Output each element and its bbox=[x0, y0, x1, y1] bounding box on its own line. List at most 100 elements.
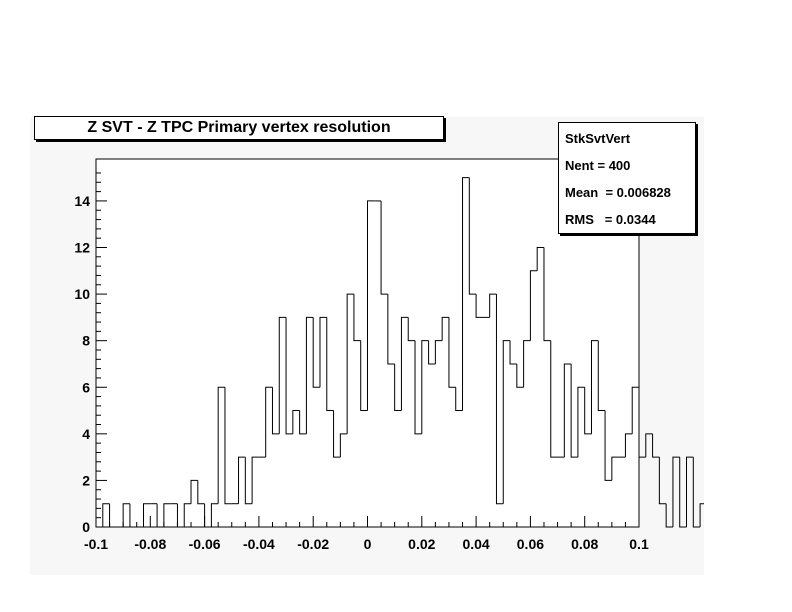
histogram-bin bbox=[394, 363, 402, 412]
histogram-bin bbox=[244, 457, 253, 505]
x-tick-label: 0.1 bbox=[629, 536, 649, 552]
histogram-bin bbox=[319, 316, 327, 388]
histogram-bin bbox=[102, 503, 110, 527]
stats-rms: RMS = 0.0344 bbox=[565, 212, 656, 227]
histogram-bin bbox=[428, 340, 436, 365]
histogram-bin bbox=[516, 363, 524, 388]
y-tick-label: 12 bbox=[74, 240, 90, 256]
y-tick-label: 4 bbox=[82, 426, 90, 442]
histogram-bin bbox=[210, 503, 219, 527]
histogram-bin bbox=[631, 386, 639, 434]
histogram-bin bbox=[536, 247, 544, 271]
x-tick-label: 0.06 bbox=[517, 536, 544, 552]
y-tick-label: 8 bbox=[82, 333, 90, 349]
histogram-bin bbox=[271, 387, 280, 435]
histogram-bin bbox=[299, 410, 307, 435]
histogram-bin bbox=[529, 270, 538, 341]
histogram-bin bbox=[346, 293, 354, 434]
histogram-bin bbox=[604, 410, 612, 481]
histogram-bin bbox=[468, 177, 477, 295]
histogram-bin bbox=[448, 317, 456, 388]
histogram-bin bbox=[475, 294, 483, 318]
histogram-bin bbox=[305, 316, 314, 434]
histogram-bin bbox=[238, 456, 246, 504]
stats-entries: Nent = 400 bbox=[565, 158, 631, 173]
histogram-chart: 0 2 4 6 8 10 12 14 -0.1 -0.08 -0.06 -0.04 -0.02 0 0.0… bbox=[74, 158, 704, 552]
histogram-bin bbox=[590, 340, 599, 434]
y-tick-label: 10 bbox=[74, 286, 90, 302]
histogram-bin bbox=[251, 456, 259, 504]
histogram-bin bbox=[543, 247, 551, 342]
x-tick-label: -0.02 bbox=[297, 536, 329, 552]
y-tick-label: 14 bbox=[74, 193, 90, 209]
histogram-bin bbox=[434, 340, 443, 364]
histogram-bin bbox=[190, 479, 198, 504]
x-tick-label: -0.04 bbox=[243, 536, 275, 552]
histogram-bin bbox=[339, 433, 348, 458]
histogram-bin bbox=[495, 294, 504, 505]
statistics-box: StkSvtVert Nent = 400 Mean = 0.006828 RM… bbox=[558, 122, 696, 234]
histogram-bin bbox=[570, 363, 578, 458]
histogram-bin bbox=[183, 503, 192, 527]
histogram-bin bbox=[407, 317, 416, 342]
histogram-bin bbox=[224, 387, 232, 505]
histogram-bin bbox=[217, 386, 225, 504]
histogram-bin bbox=[584, 387, 592, 435]
histogram-bin bbox=[672, 456, 680, 527]
histogram-bin bbox=[163, 503, 171, 527]
histogram-bin bbox=[326, 317, 334, 412]
histogram-bin bbox=[679, 457, 687, 528]
histogram-bin bbox=[156, 503, 164, 528]
chart-title: Z SVT - Z TPC Primary vertex resolution bbox=[87, 119, 391, 136]
x-tick-label: -0.06 bbox=[189, 536, 221, 552]
stats-mean: Mean = 0.006828 bbox=[565, 185, 671, 200]
x-tick-label: 0.02 bbox=[408, 536, 435, 552]
histogram-bin bbox=[597, 340, 606, 412]
histogram-bin bbox=[122, 503, 130, 527]
histogram-bin bbox=[624, 433, 633, 458]
chart-title-box: Z SVT - Z TPC Primary vertex resolution bbox=[34, 116, 444, 140]
histogram-bin bbox=[611, 456, 619, 481]
x-tick-label: 0.04 bbox=[462, 536, 489, 552]
histogram-bin bbox=[509, 340, 517, 365]
x-tick-label: 0 bbox=[364, 536, 372, 552]
histogram-bin bbox=[197, 480, 205, 505]
histogram-bin bbox=[645, 433, 653, 458]
histogram-bin bbox=[577, 386, 585, 458]
histogram-bin bbox=[360, 340, 368, 412]
x-tick-label: 0.08 bbox=[571, 536, 598, 552]
histogram-bin bbox=[699, 503, 704, 527]
y-tick-label: 0 bbox=[82, 519, 90, 535]
histogram-bin bbox=[380, 200, 388, 295]
histogram-bin bbox=[414, 340, 422, 435]
y-tick-label: 6 bbox=[82, 379, 90, 395]
x-tick-label: -0.1 bbox=[84, 536, 108, 552]
histogram-bin bbox=[563, 363, 572, 458]
y-tick-label: 2 bbox=[82, 472, 90, 488]
histogram-bin bbox=[523, 340, 531, 388]
histogram-bin bbox=[421, 340, 429, 434]
histogram-bin bbox=[143, 503, 151, 527]
histogram-bin bbox=[658, 457, 667, 505]
histogram-bin bbox=[502, 340, 511, 504]
histogram-bin bbox=[455, 387, 463, 412]
histogram-bin bbox=[353, 294, 361, 342]
histogram-bin bbox=[400, 316, 409, 411]
histogram-bin bbox=[129, 503, 137, 528]
histogram-bin bbox=[652, 433, 660, 458]
histogram-bin bbox=[312, 317, 320, 388]
histogram-bin bbox=[278, 316, 287, 434]
histogram-bin bbox=[489, 293, 497, 318]
stats-histogram-name: StkSvtVert bbox=[565, 131, 631, 146]
histogram-bin bbox=[692, 457, 701, 528]
histogram-bin bbox=[333, 410, 341, 458]
histogram-bin bbox=[665, 503, 673, 528]
histogram-bin bbox=[638, 387, 646, 458]
histogram-bin bbox=[387, 294, 395, 365]
histogram-bin bbox=[686, 456, 694, 527]
histogram-bin bbox=[462, 177, 470, 411]
histogram-bin bbox=[367, 200, 375, 411]
histogram-bin bbox=[550, 340, 558, 458]
histogram-bin bbox=[292, 410, 300, 434]
x-tick-label: -0.08 bbox=[134, 536, 166, 552]
